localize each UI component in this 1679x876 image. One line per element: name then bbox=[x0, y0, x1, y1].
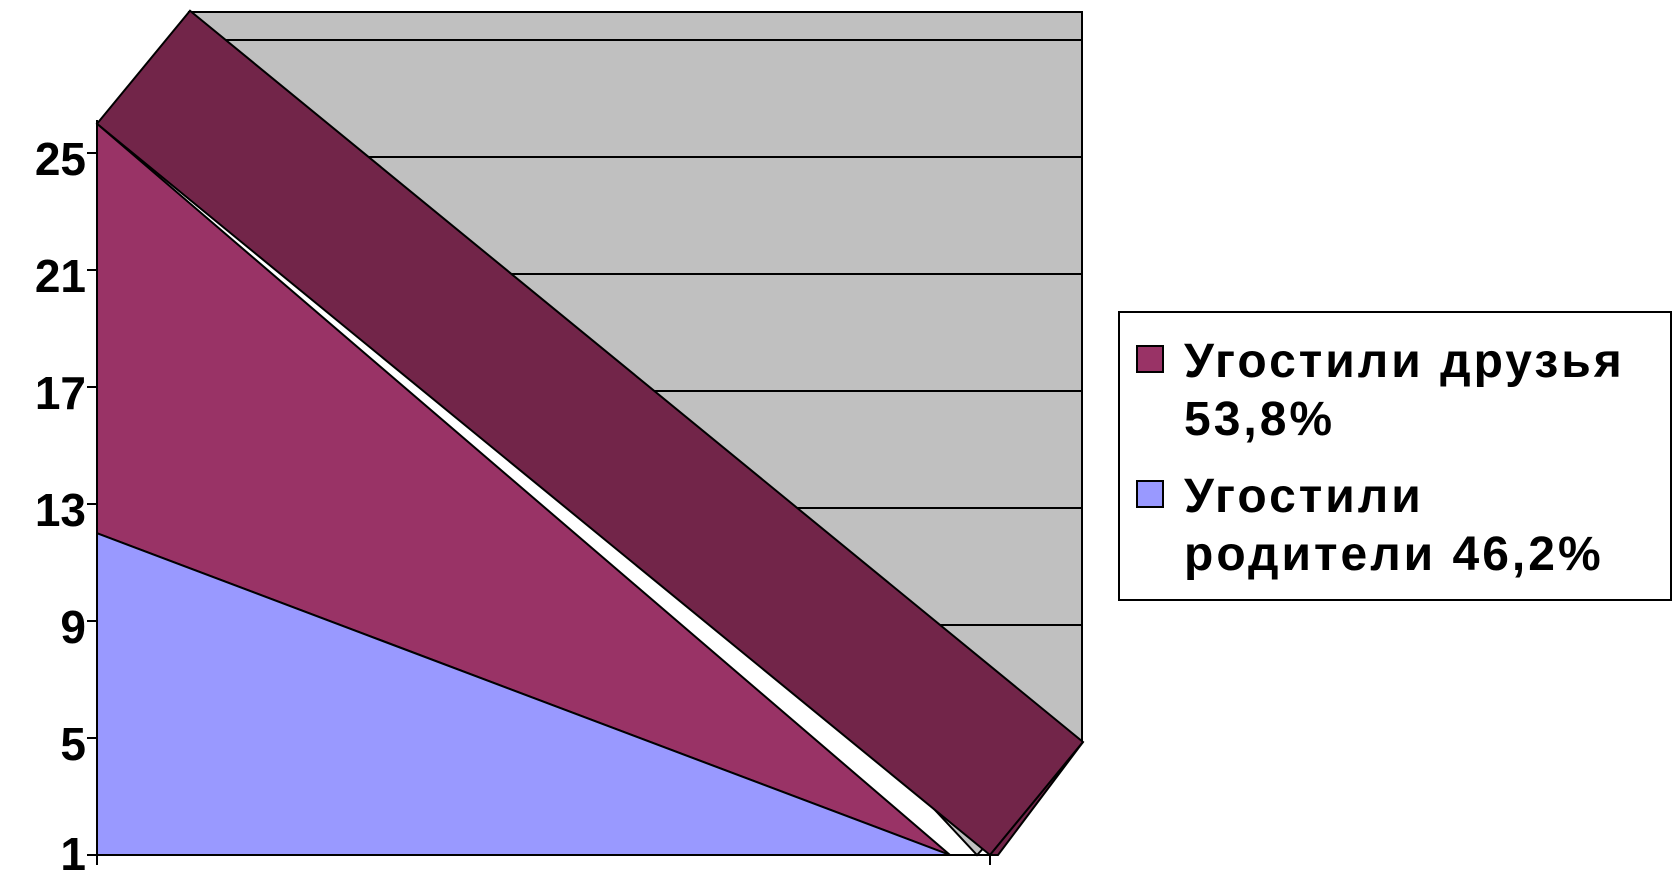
area-side-face bbox=[987, 741, 1084, 856]
legend-swatch-parents bbox=[1136, 480, 1164, 508]
legend-item-friends: Угостили друзья 53,8% bbox=[1136, 333, 1654, 449]
legend-swatch-friends bbox=[1136, 345, 1164, 373]
y-tick-label: 21 bbox=[35, 250, 86, 302]
area-series bbox=[95, 9, 1085, 857]
y-tick-label: 5 bbox=[60, 718, 86, 770]
y-tick-label: 1 bbox=[60, 828, 86, 876]
y-tick-label: 9 bbox=[60, 601, 86, 653]
chart-plot: 25 21 17 13 9 5 1 bbox=[35, 9, 1085, 876]
axes bbox=[87, 120, 991, 865]
legend: Угостили друзья 53,8% Угостили родители … bbox=[1118, 311, 1672, 601]
y-tick-label: 25 bbox=[35, 133, 86, 185]
y-tick-label: 13 bbox=[35, 484, 86, 536]
legend-label-parents: Угостили родители 46,2% bbox=[1184, 470, 1604, 581]
legend-label-friends: Угостили друзья 53,8% bbox=[1184, 335, 1625, 446]
y-tick-label: 17 bbox=[35, 367, 86, 419]
legend-item-parents: Угостили родители 46,2% bbox=[1136, 468, 1654, 584]
y-tick-labels: 25 21 17 13 9 5 1 bbox=[35, 133, 86, 876]
